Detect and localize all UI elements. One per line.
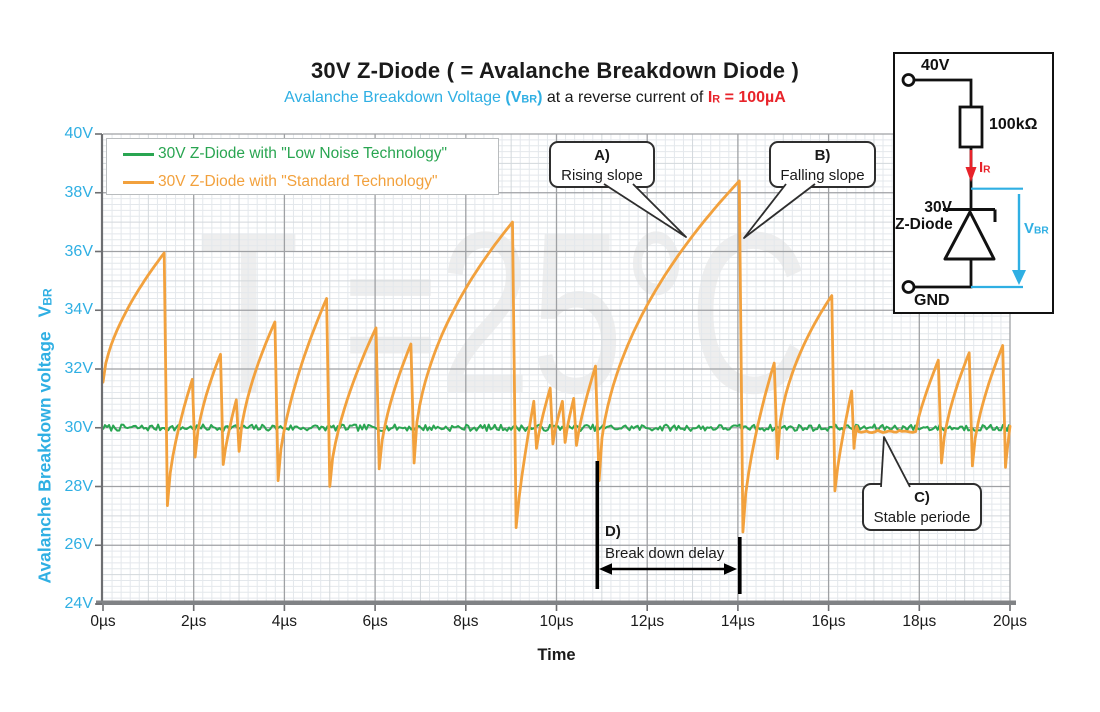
callout-falling-slope: B) Falling slope [769, 141, 876, 188]
y-tick-label: 40V [64, 125, 93, 142]
x-axis-line [96, 600, 1016, 605]
y-tick-label: 34V [64, 301, 93, 319]
delay-left-bar [595, 461, 600, 589]
supply-label: 40V [921, 57, 950, 74]
delay-label: D) [605, 523, 621, 540]
callout-rising-slope: A) Rising slope [549, 141, 655, 188]
current-arrow-head [965, 167, 977, 182]
subtitle-segment: (V [505, 89, 522, 106]
callout-b-label: B) [814, 147, 831, 164]
x-tick-label: 0µs [90, 613, 116, 630]
x-tick-label: 8µs [453, 613, 479, 630]
resistor-symbol [958, 105, 984, 149]
callout-c-pointer [880, 436, 911, 488]
x-tick-label: 18µs [902, 613, 937, 630]
reverse-current-label: IR [979, 159, 991, 176]
x-tick-label: 14µs [720, 613, 755, 630]
y-tick-label: 36V [64, 242, 93, 260]
diode-label: 30V Z-Diode [895, 199, 953, 233]
y-tick-label: 30V [64, 418, 93, 436]
circuit-schematic [901, 73, 1026, 294]
temperature-watermark: T =25°C [198, 184, 809, 441]
subtitle-segment: I [707, 89, 713, 106]
legend-item: 30V Z-Diode with "Low Noise Technology" [107, 140, 498, 168]
x-tick-label: 20µs [993, 613, 1027, 630]
y-tick-label: 26V [64, 536, 93, 554]
x-tick-label: 4µs [271, 613, 298, 630]
circuit-inset: 40V 100kΩ IR 30V Z-Diode VBR GND [893, 52, 1054, 314]
delay-arrow-head-left [599, 563, 612, 575]
legend: 30V Z-Diode with "Low Noise Technology" 3… [106, 138, 499, 195]
subtitle-segment: ) [537, 89, 543, 106]
legend-line-swatch [123, 180, 154, 184]
legend-label: 30V Z-Diode with "Standard Technology" [158, 173, 438, 190]
ground-label: GND [914, 292, 950, 309]
callout-c-text: Stable periode [873, 509, 971, 526]
ground-terminal [901, 280, 916, 294]
delay-arrow-head-right [724, 563, 737, 575]
callout-stable-periode: C) Stable periode [862, 483, 982, 531]
supply-terminal [901, 73, 916, 87]
chart-subtitle: Avalanche Breakdown Voltage (VBR) at a r… [80, 89, 990, 107]
x-axis-title: Time [537, 646, 576, 664]
subtitle-segment: at a reverse current of [542, 89, 708, 106]
callout-c-label: C) [914, 489, 930, 506]
vbr-arrow-head [1012, 270, 1026, 285]
y-tick-label: 32V [64, 360, 93, 377]
subtitle-segment: R [712, 93, 721, 106]
y-tick-label: 28V [64, 477, 93, 495]
callout-a-text: Rising slope [561, 167, 643, 184]
callout-a-label: A) [594, 147, 610, 164]
wire-top [914, 78, 973, 107]
legend-label: 30V Z-Diode with "Low Noise Technology" [158, 145, 448, 162]
callout-b-text: Falling slope [780, 167, 865, 184]
chart-title: 30V Z-Diode ( = Avalanche Breakdown Diod… [310, 58, 800, 83]
x-tick-label: 10µs [539, 613, 574, 630]
x-tick-label: 6µs [362, 613, 388, 630]
y-tick-label: 24V [64, 595, 93, 612]
x-tick-label: 12µs [630, 613, 665, 630]
wire-bottom [914, 259, 973, 289]
legend-item: 30V Z-Diode with "Standard Technology" [107, 168, 498, 196]
subtitle-segment: Avalanche Breakdown Voltage [284, 89, 506, 106]
breakdown-voltage-label: VBR [1024, 220, 1049, 237]
resistor-label: 100kΩ [989, 116, 1038, 133]
delay-right-bar [738, 537, 742, 594]
subtitle-segment: BR [521, 93, 538, 106]
delay-text: Break down delay [605, 545, 725, 562]
y-tick-label: 38V [64, 183, 93, 201]
x-tick-label: 16µs [811, 613, 846, 630]
legend-line-swatch [123, 152, 154, 156]
x-tick-label: 2µs [181, 613, 207, 630]
subtitle-segment: = 100µA [720, 89, 786, 106]
